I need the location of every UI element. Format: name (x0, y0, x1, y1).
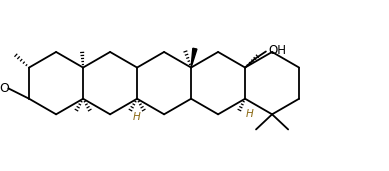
Text: H: H (133, 112, 141, 122)
Text: OH: OH (269, 44, 287, 57)
Text: O: O (0, 82, 9, 95)
Polygon shape (191, 48, 197, 68)
Text: H: H (246, 109, 254, 119)
